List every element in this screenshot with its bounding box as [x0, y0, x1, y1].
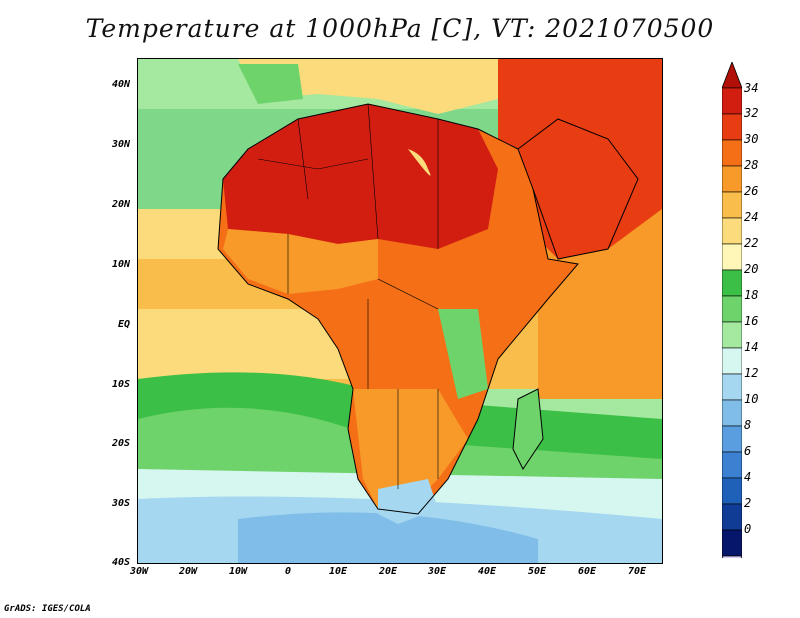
country-borders	[257, 103, 439, 489]
colorbar-label-22: 22	[744, 236, 759, 250]
colorbar-segment	[722, 451, 742, 479]
land-middle-east-hot	[498, 59, 662, 259]
colorbar-label-28: 28	[744, 158, 759, 172]
colorbar-segment	[722, 425, 742, 453]
lon-label-20e: 20E	[378, 566, 398, 577]
colorbar-segment	[722, 217, 742, 245]
credit-text: GrADS: IGES/COLA	[4, 604, 91, 614]
colorbar-label-12: 12	[744, 366, 759, 380]
ocean-colder	[238, 512, 538, 563]
lon-label-70e: 70E	[627, 566, 647, 577]
colorbar-segment	[722, 191, 742, 219]
colorbar-label-0: 0	[744, 522, 752, 536]
lon-label-30w: 30W	[129, 566, 149, 577]
lon-label-50e: 50E	[527, 566, 547, 577]
colorbar-segment	[722, 243, 742, 271]
colorbar-segment	[722, 165, 742, 193]
coastline-madagascar	[512, 388, 544, 470]
lon-label-10e: 10E	[328, 566, 348, 577]
land-west-africa	[223, 229, 378, 294]
colorbar-bottom-triangle	[722, 555, 742, 558]
land-madagascar	[513, 389, 543, 469]
colorbar-label-14: 14	[744, 340, 759, 354]
land-iberia-green	[238, 64, 303, 104]
lat-label-10n: 10N	[111, 259, 130, 270]
chart-title: Temperature at 1000hPa [C], VT: 20210705…	[85, 14, 715, 43]
colorbar-segment	[722, 503, 742, 531]
colorbar-segment	[722, 477, 742, 505]
colorbar-segment	[722, 87, 742, 115]
colorbar-label-6: 6	[744, 444, 752, 458]
colorbar-label-16: 16	[744, 314, 759, 328]
colorbar-label-4: 4	[744, 470, 752, 484]
colorbar-segment	[722, 347, 742, 375]
land-south-tip-cool	[378, 479, 438, 524]
colorbar-segment	[722, 139, 742, 167]
lon-label-60e: 60E	[577, 566, 597, 577]
lat-label-20n: 20N	[111, 199, 130, 210]
map-frame	[137, 58, 663, 564]
colorbar-label-20: 20	[744, 262, 759, 276]
land-nile-cool	[408, 149, 431, 176]
colorbar	[722, 62, 742, 558]
lat-label-40n: 40N	[111, 79, 130, 90]
colorbar-label-34: 34	[744, 81, 759, 95]
colorbar-segment	[722, 399, 742, 427]
lon-label-30e: 30E	[427, 566, 447, 577]
colorbar-label-26: 26	[744, 184, 759, 198]
colorbar-label-24: 24	[744, 210, 759, 224]
land-great-lakes-green	[438, 309, 488, 399]
land-congo	[363, 299, 458, 389]
land-southern-africa	[353, 389, 468, 509]
colorbar-label-30: 30	[744, 132, 759, 146]
colorbar-label-8: 8	[744, 418, 752, 432]
colorbar-top-triangle	[722, 62, 742, 89]
map-svg	[138, 59, 662, 563]
lat-label-eq: EQ	[117, 319, 130, 330]
lat-label-30s: 30S	[111, 498, 130, 509]
colorbar-segment	[722, 113, 742, 141]
colorbar-segment	[722, 295, 742, 323]
colorbar-label-32: 32	[744, 106, 759, 120]
colorbar-segment	[722, 529, 742, 557]
lon-label-40e: 40E	[477, 566, 497, 577]
colorbar-label-2: 2	[744, 496, 752, 510]
colorbar-label-10: 10	[744, 392, 759, 406]
lon-label-10w: 10W	[228, 566, 248, 577]
lat-label-10s: 10S	[111, 379, 130, 390]
lat-label-30n: 30N	[111, 139, 130, 150]
lon-label-20w: 20W	[178, 566, 198, 577]
colorbar-segment	[722, 269, 742, 297]
colorbar-label-18: 18	[744, 288, 759, 302]
lon-label-0: 0	[284, 566, 292, 577]
lat-label-20s: 20S	[111, 438, 130, 449]
colorbar-segment	[722, 321, 742, 349]
coastline-arabia	[517, 118, 639, 260]
land-sahara-hot	[223, 104, 498, 249]
lat-label-40s: 40S	[111, 557, 130, 568]
colorbar-segment	[722, 373, 742, 401]
